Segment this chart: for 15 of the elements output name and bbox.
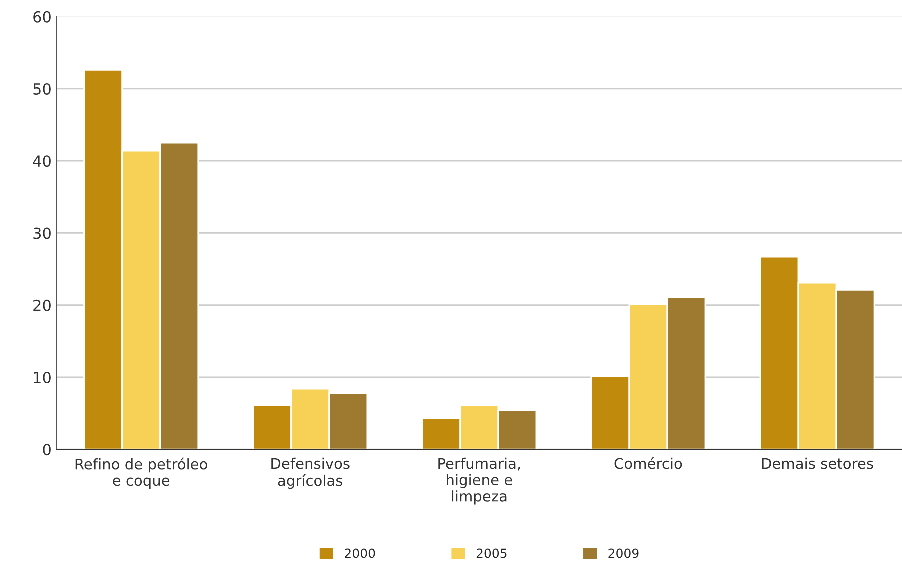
legend-label: 2000 (345, 548, 376, 558)
legend-label: 2005 (476, 548, 507, 558)
y-tick-label: 10 (34, 372, 51, 384)
legend-label: 2009 (608, 548, 639, 558)
y-tick-label: 60 (34, 11, 51, 23)
x-tick-label: Comércio (614, 457, 682, 470)
y-tick-label: 0 (43, 444, 51, 456)
x-tick-label: Defensivos agrícolas (272, 458, 350, 490)
x-tick-label: Refino de petróleo e coque (76, 458, 208, 489)
y-tick-label: 30 (34, 228, 51, 240)
x-tick-label: Demais setores (762, 458, 874, 470)
y-tick-label: 50 (34, 83, 51, 96)
x-tick-label: Perfumaria, higiene e limpeza (438, 458, 520, 505)
y-tick-label: 40 (33, 156, 51, 168)
y-tick-label: 20 (34, 300, 51, 312)
